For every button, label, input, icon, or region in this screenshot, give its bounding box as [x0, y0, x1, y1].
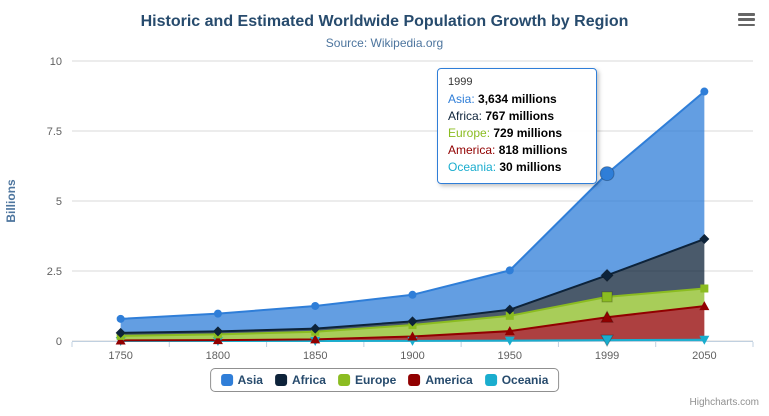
legend-label: Africa — [291, 373, 326, 387]
marker-asia-1750[interactable] — [116, 314, 125, 323]
legend-item-america[interactable]: America — [408, 373, 473, 387]
legend-item-europe[interactable]: Europe — [337, 373, 397, 387]
x-axis-label: 1999 — [595, 350, 619, 362]
y-axis-label: 0 — [56, 336, 62, 348]
legend-symbol-africa — [274, 374, 287, 386]
x-axis-label: 2050 — [692, 350, 716, 362]
series-area-asia[interactable] — [120, 91, 705, 333]
marker-asia-1950[interactable] — [505, 266, 514, 275]
tooltip-series-value: 729 millions — [493, 126, 563, 140]
legend-item-oceania[interactable]: Oceania — [484, 373, 549, 387]
x-axis-label: 1850 — [303, 350, 327, 362]
marker-asia-1800[interactable] — [213, 309, 222, 318]
legend-symbol-europe — [337, 374, 350, 386]
legend-item-asia[interactable]: Asia — [220, 373, 263, 387]
marker-europe-1950[interactable] — [505, 311, 514, 320]
legend-symbol-asia — [220, 374, 233, 386]
marker-africa-1750[interactable] — [115, 327, 126, 338]
series-area-africa[interactable] — [120, 239, 705, 336]
marker-africa-1800[interactable] — [212, 326, 223, 337]
legend-symbol-america — [408, 374, 421, 386]
marker-africa-1950[interactable] — [504, 304, 515, 315]
tooltip-row-asia: Asia: 3,634 millions — [448, 91, 586, 108]
marker-asia-2050[interactable] — [700, 87, 709, 96]
marker-america-1750[interactable] — [115, 335, 126, 345]
legend-label: Europe — [354, 373, 397, 387]
tooltip-series-label: Europe: — [448, 126, 494, 140]
tooltip-row-europe: Europe: 729 millions — [448, 125, 586, 142]
context-menu-icon[interactable] — [738, 13, 755, 26]
credits-link[interactable]: Highcharts.com — [689, 397, 759, 408]
marker-asia-1900[interactable] — [408, 290, 417, 299]
y-axis-label: 10 — [50, 56, 62, 68]
tooltip-series-label: Asia: — [448, 92, 479, 106]
tooltip-series-label: Africa: — [448, 109, 486, 123]
marker-europe-2050[interactable] — [700, 284, 709, 293]
tooltip-series-value: 30 millions — [499, 160, 562, 174]
tooltip-row-oceania: Oceania: 30 millions — [448, 159, 586, 176]
tooltip: 1999 Asia: 3,634 millions Africa: 767 mil… — [437, 68, 597, 184]
x-axis-label: 1900 — [400, 350, 424, 362]
marker-america-1850[interactable] — [310, 334, 321, 344]
tooltip-row-america: America: 818 millions — [448, 142, 586, 159]
marker-oceania-1999[interactable] — [600, 334, 614, 348]
marker-oceania-1950[interactable] — [504, 336, 515, 346]
y-axis-label: 5 — [56, 196, 62, 208]
x-axis-label: 1950 — [498, 350, 522, 362]
marker-america-2050[interactable] — [699, 301, 710, 311]
tooltip-series-value: 3,634 millions — [478, 92, 557, 106]
x-axis-label: 1800 — [206, 350, 230, 362]
tooltip-series-label: Oceania: — [448, 160, 500, 174]
tooltip-series-value: 767 millions — [485, 109, 555, 123]
marker-america-1900[interactable] — [407, 331, 418, 341]
series-area-america[interactable] — [120, 306, 705, 341]
marker-europe-1999[interactable] — [601, 291, 613, 303]
context-menu-bar — [738, 13, 755, 16]
tooltip-row-africa: Africa: 767 millions — [448, 108, 586, 125]
y-axis-label: 2.5 — [47, 266, 62, 278]
legend-item-africa[interactable]: Africa — [274, 373, 326, 387]
context-menu-bar — [738, 23, 755, 26]
legend-label: Oceania — [501, 373, 549, 387]
marker-africa-1900[interactable] — [407, 316, 418, 327]
marker-america-1999[interactable] — [600, 310, 614, 323]
marker-oceania-2050[interactable] — [699, 335, 710, 345]
tooltip-series-label: America: — [448, 143, 499, 157]
marker-asia-1850[interactable] — [311, 301, 320, 310]
marker-africa-1850[interactable] — [310, 323, 321, 334]
marker-asia-1999[interactable] — [599, 166, 615, 182]
tooltip-header: 1999 — [448, 76, 473, 88]
tooltip-rows: Asia: 3,634 millions Africa: 767 millions… — [448, 91, 586, 176]
x-axis-label: 1750 — [108, 350, 132, 362]
y-axis-label: 7.5 — [47, 126, 62, 138]
marker-america-1950[interactable] — [504, 326, 515, 336]
chart-title: Historic and Estimated Worldwide Populat… — [140, 13, 629, 30]
tooltip-series-value: 818 millions — [498, 143, 568, 157]
chart-subtitle: Source: Wikipedia.org — [325, 36, 444, 50]
legend-label: Asia — [237, 373, 263, 387]
marker-africa-2050[interactable] — [699, 234, 710, 245]
legend-symbol-oceania — [484, 374, 497, 386]
legend-label: America — [425, 373, 473, 387]
context-menu-bar — [738, 18, 755, 21]
marker-africa-1999[interactable] — [600, 268, 614, 283]
marker-america-1800[interactable] — [212, 335, 223, 345]
y-axis-title: Billions — [4, 179, 18, 223]
legend: Asia Africa Europe America Oceania — [209, 368, 560, 392]
